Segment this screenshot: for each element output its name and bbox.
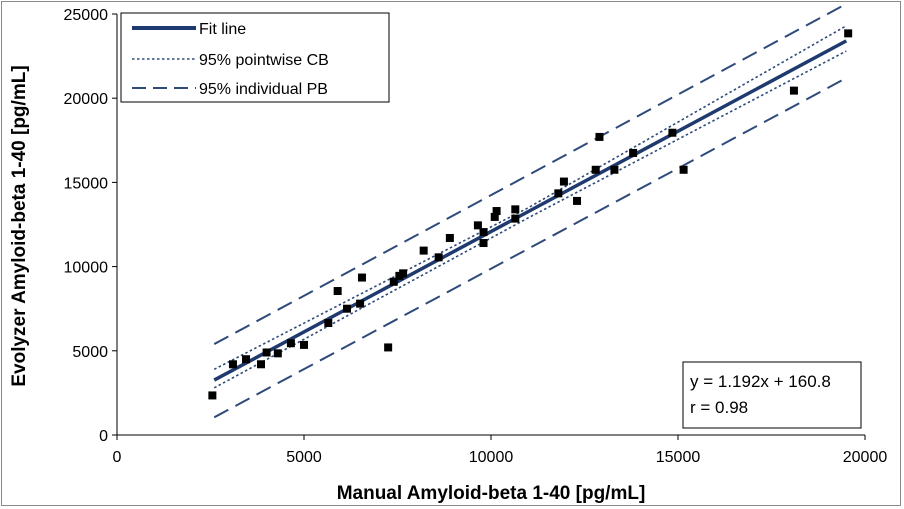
data-point <box>419 246 428 255</box>
data-point <box>208 391 217 400</box>
data-points <box>208 29 853 400</box>
x-tick-label: 15000 <box>656 449 701 466</box>
data-point <box>357 273 366 282</box>
data-point <box>679 165 688 174</box>
confidence-bands <box>213 3 847 419</box>
data-point <box>333 287 342 296</box>
fit-equation: y = 1.192x + 160.8 <box>690 372 831 391</box>
data-point <box>242 355 251 364</box>
y-tick-label: 15000 <box>64 175 109 192</box>
data-point <box>473 221 482 230</box>
legend-label-individual-pb: 95% individual PB <box>199 81 328 98</box>
data-point <box>286 339 295 348</box>
data-point <box>610 165 619 174</box>
data-point <box>262 348 271 357</box>
x-tick-label: 10000 <box>469 449 514 466</box>
data-point <box>256 360 265 369</box>
data-point <box>511 214 520 223</box>
data-point <box>399 269 408 278</box>
pointwise-cb-lower <box>213 50 847 389</box>
y-tick-label: 10000 <box>64 260 109 277</box>
legend: Fit line 95% pointwise CB 95% individual… <box>120 12 390 103</box>
pointwise-cb-upper <box>213 25 847 371</box>
legend-label-pointwise-cb: 95% pointwise CB <box>199 52 329 69</box>
data-point <box>434 253 443 262</box>
data-point <box>479 228 488 237</box>
correlation-r: r = 0.98 <box>690 398 748 417</box>
data-point <box>389 277 398 286</box>
y-tick-label: 5000 <box>72 344 108 361</box>
fit-line <box>213 39 848 382</box>
data-point <box>445 233 454 242</box>
x-tick-label: 20000 <box>843 449 888 466</box>
data-point <box>490 212 499 221</box>
y-tick-label: 0 <box>99 428 108 445</box>
data-point <box>343 304 352 313</box>
data-point <box>511 205 520 214</box>
data-point <box>479 239 488 248</box>
data-point <box>356 299 365 308</box>
annotation-box <box>682 361 862 429</box>
data-point <box>591 165 600 174</box>
x-axis-title: Manual Amyloid-beta 1-40 [pg/mL] <box>337 483 646 504</box>
data-point <box>384 343 393 352</box>
y-tick-label: 20000 <box>64 91 109 108</box>
y-axis-title: Evolyzer Amyloid-beta 1-40 [pg/mL] <box>9 65 30 386</box>
legend-label-fit: Fit line <box>199 21 246 38</box>
data-point <box>789 86 798 95</box>
data-point <box>300 340 308 349</box>
fit-line-group <box>213 39 848 382</box>
data-point <box>228 360 237 369</box>
axes: 0 5000 10000 15000 20000 0 5000 10000 15000 20000… <box>64 7 888 466</box>
x-tick-label: 5000 <box>286 449 322 466</box>
data-point <box>554 189 563 198</box>
data-point <box>324 319 333 328</box>
data-point <box>844 29 853 38</box>
y-tick-label: 25000 <box>64 7 109 24</box>
data-point <box>492 207 501 216</box>
data-point <box>668 128 677 137</box>
data-point <box>595 132 604 141</box>
x-tick-label: 0 <box>113 449 122 466</box>
data-point <box>573 196 582 205</box>
data-point <box>559 177 568 186</box>
data-point <box>273 349 282 358</box>
fit-annotation: y = 1.192x + 160.8 r = 0.98 <box>682 361 862 429</box>
data-point <box>629 148 638 157</box>
